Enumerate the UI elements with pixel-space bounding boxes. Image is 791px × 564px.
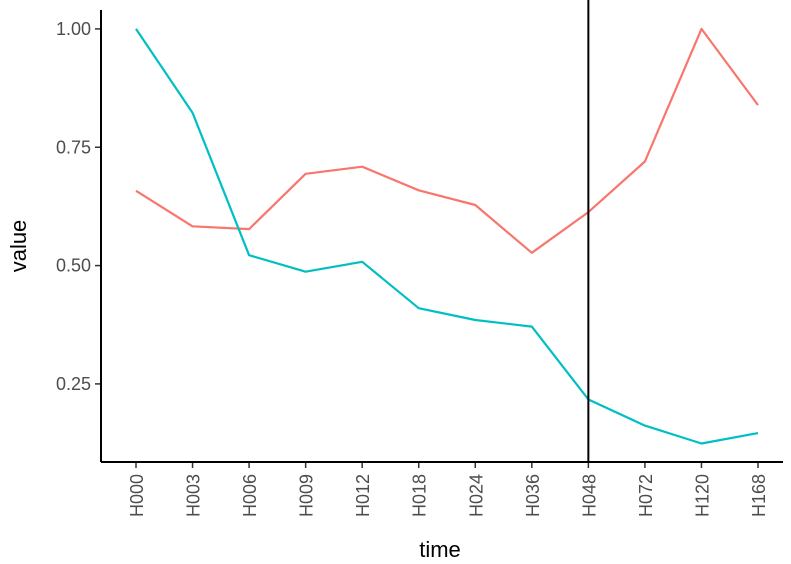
y-tick-label: 1.00 — [56, 19, 91, 39]
x-tick-label: H120 — [692, 474, 712, 517]
series-line-2 — [135, 28, 759, 445]
x-tick-label: H168 — [749, 474, 769, 517]
y-tick-label: 0.25 — [56, 374, 91, 394]
x-tick-label: H003 — [184, 474, 204, 517]
x-tick-label: H012 — [353, 474, 373, 517]
x-tick-label: H048 — [579, 474, 599, 517]
y-tick-label: 0.50 — [56, 256, 91, 276]
series-line-1 — [135, 27, 759, 254]
x-tick-label: H018 — [410, 474, 430, 517]
x-axis-title: time — [419, 537, 461, 562]
x-tick-labels: H000 H003 H006 H009 H012 H018 H024 H036 H048 H072… — [127, 474, 769, 517]
x-tick-label: H036 — [523, 474, 543, 517]
x-tick-label: H024 — [466, 474, 486, 517]
y-axis-title: value — [6, 220, 31, 273]
x-tick-label: H009 — [297, 474, 317, 517]
x-tick-label: H000 — [127, 474, 147, 517]
y-tick-labels: 0.25 0.50 0.75 1.00 — [56, 19, 91, 394]
x-tick-label: H006 — [240, 474, 260, 517]
x-tick-label: H072 — [636, 474, 656, 517]
y-tick-label: 0.75 — [56, 137, 91, 157]
series-lines — [135, 27, 759, 445]
